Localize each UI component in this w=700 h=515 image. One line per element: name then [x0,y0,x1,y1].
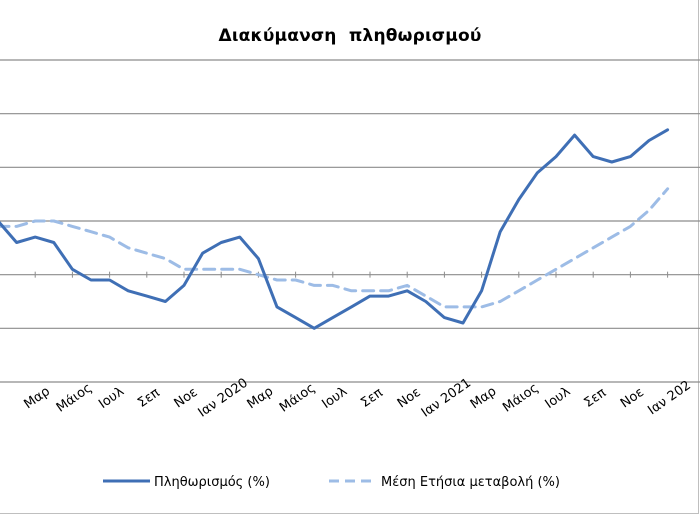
legend-label-average: Μέση Ετήσια μεταβολή (%) [381,475,560,490]
x-tick-label: Ιουλ [543,384,574,412]
inflation-line [0,128,670,330]
series-layer [0,128,670,330]
x-tick-label: Ιουλ [96,384,127,412]
x-tick-label: Σεπ [581,385,609,411]
chart-title: Διακύμανση πληθωρισμού [218,26,482,46]
average-line [0,187,670,309]
legend: Πληθωρισμός (%) Μέση Ετήσια μεταβολή (%) [103,475,560,490]
gridlines [0,59,700,383]
x-tick-label: Μάιος [54,381,95,416]
legend-label-inflation: Πληθωρισμός (%) [154,475,270,490]
x-tick-label: Μαρ [21,384,53,412]
x-tick-label: Ιουλ [319,384,350,412]
x-tick-label: Μάιος [277,381,318,416]
x-tick-label: Νοε [618,385,647,411]
x-tick-label: Ιαν 202 [645,378,693,418]
x-tick-label: Σεπ [358,385,386,411]
x-tick-label: Μάιος [500,381,541,416]
x-tick-label: Σεπ [135,385,163,411]
